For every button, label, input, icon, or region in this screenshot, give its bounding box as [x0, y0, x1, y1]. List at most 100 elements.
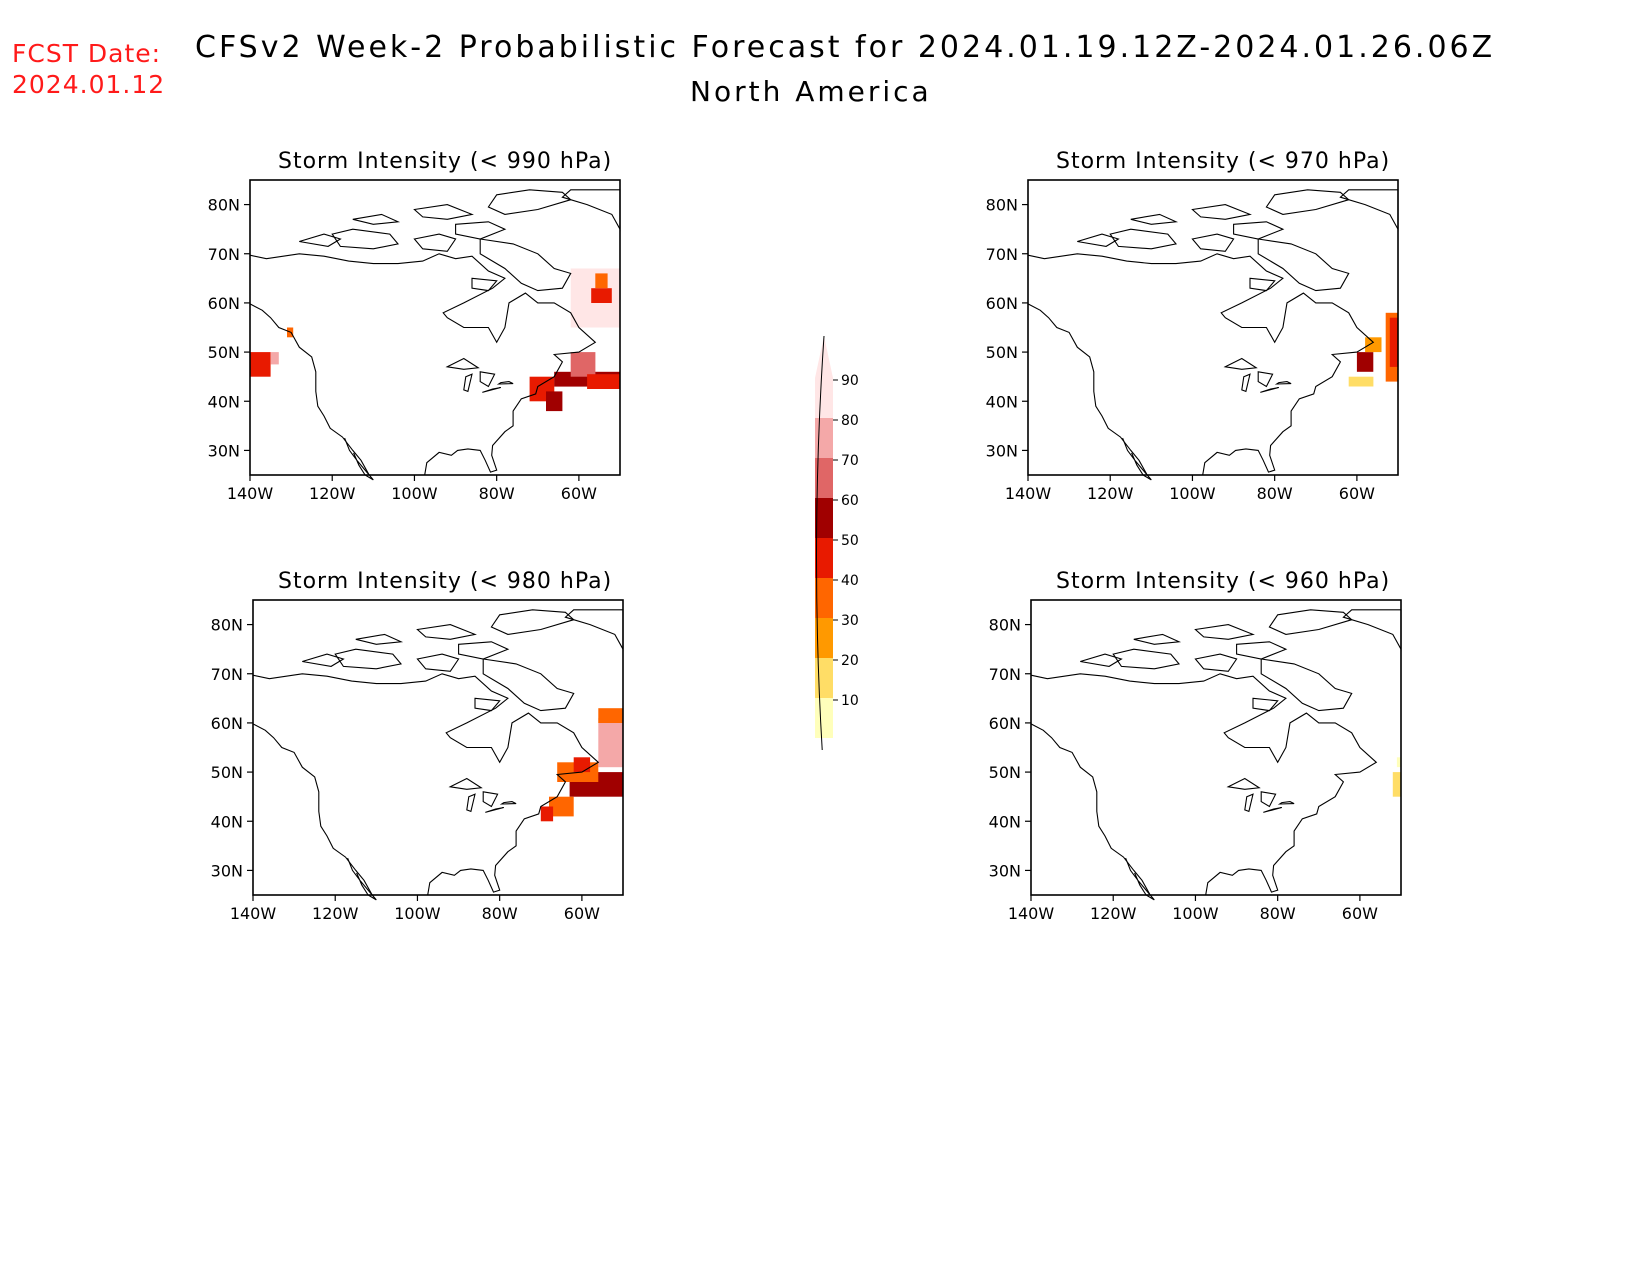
island-outline	[331, 228, 400, 250]
lon-tick-label: 100W	[391, 484, 438, 503]
colorbar-tick-label: 60	[841, 493, 859, 509]
panel-980hpa: Storm Intensity (< 980 hPa) 80N 70N 60N 50N…	[203, 565, 653, 945]
lon-tick-label: 80W	[1260, 904, 1296, 923]
lon-tick-label: 60W	[564, 904, 600, 923]
probability-shading	[1348, 312, 1398, 387]
map-990hpa: 80N 70N 60N 50N 40N 30N 140W 120W 100W 80W 60W	[208, 179, 621, 503]
probability-shading	[250, 268, 620, 412]
lon-tick-label: 100W	[394, 904, 441, 923]
coastline	[1030, 673, 1378, 896]
lake-outline	[463, 373, 473, 393]
island-outline	[1112, 648, 1181, 670]
island-outline	[1265, 189, 1350, 215]
colorbar-swatch	[815, 658, 833, 698]
colorbar-swatch	[815, 698, 833, 738]
lat-tick-label: 40N	[211, 812, 243, 831]
island-outline	[355, 633, 404, 645]
lake-outline	[1274, 381, 1292, 385]
lat-tick-label: 60N	[211, 714, 243, 733]
lake-outline	[445, 357, 480, 370]
island-outline	[1191, 204, 1252, 220]
lon-tick-label: 60W	[1342, 904, 1378, 923]
lat-tick-label: 30N	[986, 441, 1018, 460]
island-outline	[352, 213, 401, 225]
probability-cell	[598, 718, 623, 768]
island-outline	[482, 658, 575, 712]
probability-cell	[1348, 376, 1374, 387]
lon-tick-label: 60W	[1339, 484, 1375, 503]
lake-outline	[1260, 386, 1279, 393]
lat-tick-label: 70N	[989, 665, 1021, 684]
coastlines	[252, 609, 624, 901]
coastline	[249, 303, 370, 476]
island-outline	[1130, 213, 1179, 225]
fcst-date-label: FCST Date:	[12, 39, 162, 68]
lake-outline	[1226, 777, 1261, 790]
colorbar-outline	[816, 335, 825, 750]
island-outline	[1194, 624, 1255, 640]
lat-tick-label: 30N	[211, 861, 243, 880]
island-outline	[455, 221, 507, 240]
map-970hpa: 80N 70N 60N 50N 40N 30N 140W 120W 100W 80W 60W	[986, 179, 1399, 503]
map-960hpa: 80N 70N 60N 50N 40N 30N 140W 120W 100W 80W 60W	[989, 599, 1402, 923]
coastline	[252, 723, 373, 896]
panel-title: Storm Intensity (< 980 hPa)	[278, 569, 613, 594]
lon-tick-label: 140W	[227, 484, 274, 503]
island-outline	[1233, 221, 1285, 240]
lat-tick-label: 60N	[989, 714, 1021, 733]
lake-outline	[466, 793, 476, 813]
colorbar-swatch	[815, 538, 833, 578]
island-outline	[299, 233, 342, 247]
colorbar-swatch	[815, 458, 833, 498]
lon-tick-label: 120W	[1087, 484, 1134, 503]
island-outline	[561, 189, 621, 232]
lon-tick-label: 100W	[1172, 904, 1219, 923]
colorbar-tick-label: 20	[841, 653, 859, 669]
lake-outline	[499, 801, 517, 805]
island-outline	[1077, 233, 1120, 247]
lon-tick-label: 100W	[1169, 484, 1216, 503]
lat-tick-label: 50N	[986, 343, 1018, 362]
map-frame	[249, 179, 621, 476]
island-outline	[564, 609, 624, 652]
colorbar-swatch	[815, 578, 833, 618]
lon-tick-label: 120W	[312, 904, 359, 923]
lat-tick-label: 50N	[211, 763, 243, 782]
island-outline	[1191, 233, 1235, 252]
lon-tick-label: 120W	[1090, 904, 1137, 923]
probability-cell	[1389, 317, 1398, 367]
probability-cell	[587, 374, 620, 389]
panel-title: Storm Intensity (< 990 hPa)	[278, 149, 613, 174]
fcst-date-value: 2024.01.12	[12, 70, 166, 99]
island-outline	[1194, 653, 1238, 672]
lat-tick-label: 80N	[208, 196, 240, 215]
island-outline	[1133, 633, 1182, 645]
island-outline	[1236, 641, 1288, 660]
island-outline	[458, 641, 510, 660]
panel-990hpa: Storm Intensity (< 990 hPa) 80N 70N 60N 50N…	[200, 145, 650, 525]
lake-outline	[482, 791, 499, 808]
island-outline	[1249, 277, 1276, 292]
lat-tick-label: 60N	[986, 294, 1018, 313]
probability-cell	[546, 391, 563, 412]
panel-970hpa: Storm Intensity (< 970 hPa) 80N 70N 60N 50N…	[978, 145, 1428, 525]
lake-outline	[496, 381, 514, 385]
probability-cell	[1365, 337, 1382, 353]
island-outline	[1080, 653, 1123, 667]
lake-outline	[1244, 793, 1254, 813]
panel-960hpa: Storm Intensity (< 960 hPa) 80N 70N 60N 50N…	[981, 565, 1431, 945]
lat-tick-label: 80N	[211, 616, 243, 635]
colorbar-tick-label: 40	[841, 573, 859, 589]
lon-tick-label: 120W	[309, 484, 356, 503]
coastlines	[249, 189, 621, 481]
probability-cell	[540, 806, 554, 822]
colorbar-tick-label: 10	[841, 693, 859, 709]
lon-tick-label: 80W	[1257, 484, 1293, 503]
colorbar-swatch	[815, 378, 833, 418]
coastline	[252, 673, 600, 896]
lat-tick-label: 70N	[208, 245, 240, 264]
lat-tick-label: 50N	[208, 343, 240, 362]
lake-outline	[479, 371, 496, 388]
probability-cell	[1356, 352, 1374, 372]
island-outline	[1252, 697, 1279, 712]
